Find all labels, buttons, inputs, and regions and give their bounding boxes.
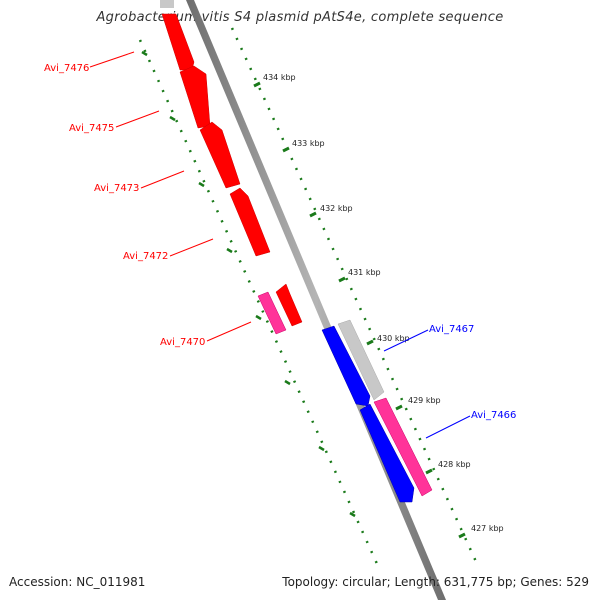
- gene-label-avi-7475: Avi_7475: [69, 123, 114, 134]
- outer-major-tick: [425, 468, 433, 475]
- scale-label: 430 kbp: [377, 334, 410, 343]
- scale-label: 429 kbp: [408, 396, 441, 405]
- inner-major-tick: [349, 511, 356, 518]
- gene-labels: Avi_7476 Avi_7475 Avi_7473 Avi_7472 Avi_…: [44, 63, 516, 421]
- scale-label: 433 kbp: [292, 139, 325, 148]
- leader-avi-7475: [115, 110, 160, 128]
- scale-label: 432 kbp: [320, 204, 353, 213]
- outer-major-tick: [282, 146, 290, 153]
- scale-label: 431 kbp: [348, 268, 381, 277]
- gene-avi-7472: [229, 187, 271, 257]
- inner-major-tick: [284, 379, 291, 386]
- gene-avi-7475: [179, 65, 211, 129]
- leader-avi-7473: [140, 170, 185, 189]
- gene-label-avi-7467: Avi_7467: [429, 324, 474, 335]
- scale-labels: 434 kbp 433 kbp 432 kbp 431 kbp 430 kbp …: [263, 73, 504, 533]
- rna-feature-reverse: [373, 397, 433, 497]
- outer-major-tick: [253, 81, 261, 88]
- inner-major-tick: [141, 50, 148, 57]
- inner-major-tick: [318, 445, 325, 452]
- gene-avi-7467: [321, 325, 371, 407]
- gene-label-avi-7473: Avi_7473: [94, 183, 139, 194]
- gene-label-avi-7470: Avi_7470: [160, 337, 205, 348]
- rna-feature-forward: [257, 291, 287, 335]
- inner-major-tick: [169, 115, 176, 122]
- inner-major-ticks: [141, 50, 356, 518]
- leader-avi-7476: [89, 51, 135, 68]
- scale-label: 427 kbp: [471, 524, 504, 533]
- reverse-leader-lines: [383, 329, 471, 439]
- outer-major-tick: [366, 339, 374, 346]
- leader-avi-7470: [206, 321, 252, 342]
- genome-backbone: [186, 0, 446, 600]
- forward-cds-features: [161, 13, 303, 327]
- other-feature-reverse: [337, 319, 385, 401]
- gene-label-avi-7472: Avi_7472: [123, 251, 168, 262]
- gene-label-avi-7476: Avi_7476: [44, 63, 89, 74]
- outer-major-ticks: [253, 81, 466, 539]
- forward-leader-lines: [89, 51, 252, 342]
- gene-avi-7473: [199, 121, 241, 189]
- inner-major-tick: [255, 314, 262, 321]
- inner-major-tick: [226, 247, 233, 254]
- scale-label: 434 kbp: [263, 73, 296, 82]
- outer-major-tick: [338, 276, 346, 283]
- outer-major-tick: [458, 532, 466, 539]
- gene-label-avi-7466: Avi_7466: [471, 410, 516, 421]
- leader-avi-7467: [383, 329, 429, 352]
- reverse-cds-features: [321, 325, 415, 503]
- gene-avi-7466: [359, 403, 415, 503]
- outer-major-tick: [395, 404, 403, 411]
- inner-major-tick: [198, 181, 205, 188]
- leader-avi-7472: [169, 238, 214, 257]
- accession-text: Accession: NC_011981: [9, 575, 146, 589]
- scale-label: 428 kbp: [438, 460, 471, 469]
- leader-avi-7466: [425, 415, 471, 439]
- outer-major-tick: [309, 211, 317, 218]
- genome-summary-text: Topology: circular; Length: 631,775 bp; …: [282, 575, 589, 589]
- gene-avi-7471: [275, 283, 303, 327]
- inner-tick-track: [138, 39, 380, 567]
- gene-avi-7476: [161, 13, 195, 71]
- backbone-top-cap: [160, 0, 174, 8]
